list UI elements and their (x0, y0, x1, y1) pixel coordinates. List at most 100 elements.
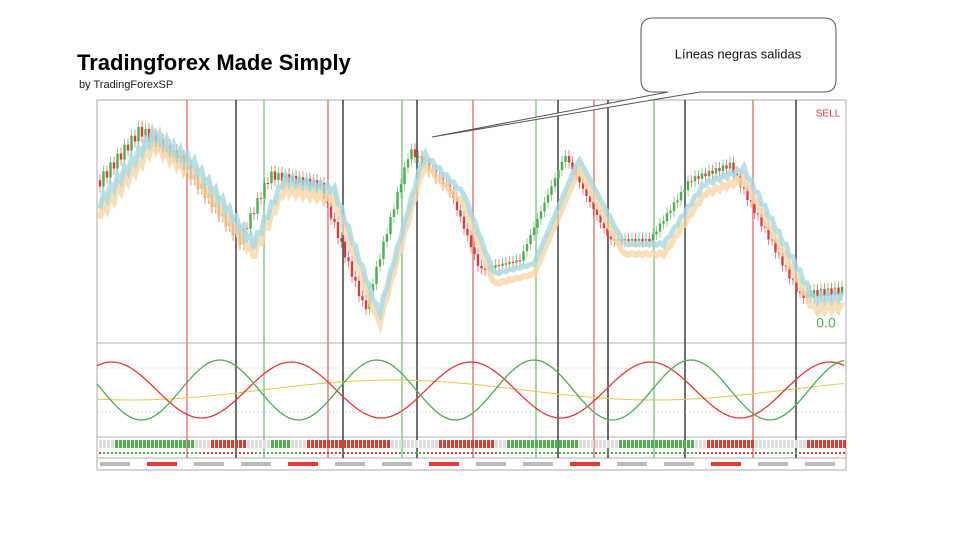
signal-dot (599, 452, 601, 454)
candle (571, 162, 574, 170)
signal-cell (395, 440, 398, 448)
signal-dot (711, 452, 713, 454)
signal-dot (723, 452, 725, 454)
signal-cell (171, 440, 174, 448)
signal-cell (331, 440, 334, 448)
signal-dot (611, 452, 613, 454)
signal-dot (651, 452, 653, 454)
signal-cell (375, 440, 378, 448)
signal-cell (835, 440, 838, 448)
signal-dot (207, 452, 209, 454)
signal-cell (811, 440, 814, 448)
signal-cell (531, 440, 534, 448)
signal-dot (431, 452, 433, 454)
signal-cell (263, 440, 266, 448)
candle (413, 149, 417, 158)
signal-dot (699, 452, 701, 454)
candle (518, 260, 522, 262)
signal-cell (115, 440, 118, 448)
candle (756, 213, 760, 215)
signal-cell (131, 440, 134, 448)
signal-dot (443, 452, 445, 454)
signal-cell (415, 440, 418, 448)
signal-cell (355, 440, 358, 448)
signal-cell (643, 440, 646, 448)
candle (609, 235, 613, 240)
signal-cell (275, 440, 278, 448)
candle (347, 257, 350, 262)
signal-cell (179, 440, 182, 448)
signal-cell (383, 440, 386, 448)
candle (392, 209, 396, 217)
date-tick (100, 462, 130, 466)
signal-cell (443, 440, 446, 448)
candle (564, 156, 567, 162)
signal-dot (579, 452, 581, 454)
candle (378, 259, 382, 267)
signal-cell (427, 440, 430, 448)
signal-cell (399, 440, 402, 448)
chart-frame (96, 99, 847, 471)
signal-dot (463, 452, 465, 454)
signal-dot (439, 452, 441, 454)
signal-dot (491, 452, 493, 454)
candle (830, 288, 833, 296)
candle (270, 171, 273, 184)
signal-cell (723, 440, 726, 448)
signal-cell (231, 440, 234, 448)
signal-dot (839, 452, 841, 454)
signal-cell (371, 440, 374, 448)
signal-dot (571, 452, 573, 454)
signal-cell (583, 440, 586, 448)
signal-dot (383, 452, 385, 454)
signal-cell (783, 440, 786, 448)
signal-dot (487, 452, 489, 454)
signal-dot (675, 452, 677, 454)
candle (679, 191, 683, 201)
signal-dot (643, 452, 645, 454)
date-tick (805, 462, 835, 466)
signal-dot (199, 452, 201, 454)
signal-dot (155, 452, 157, 454)
signal-cell (603, 440, 606, 448)
signal-dot (739, 452, 741, 454)
signal-cell (535, 440, 538, 448)
signal-cell (611, 440, 614, 448)
signal-dot (435, 452, 437, 454)
candle (770, 239, 774, 241)
signal-dot (243, 452, 245, 454)
signal-dot (211, 452, 213, 454)
candle (354, 276, 357, 281)
signal-cell (675, 440, 678, 448)
signal-cell (587, 440, 590, 448)
signal-dot (327, 452, 329, 454)
signal-dot (499, 452, 501, 454)
signal-dot (803, 452, 805, 454)
signal-dot (135, 452, 137, 454)
signal-cell (475, 440, 478, 448)
candle (567, 156, 571, 163)
signal-cell (695, 440, 698, 448)
signal-dot (419, 452, 421, 454)
signal-dot (295, 452, 297, 454)
signal-cell (139, 440, 142, 448)
candle (690, 181, 693, 183)
signal-cell (671, 440, 674, 448)
candle (753, 201, 756, 214)
signal-cell (639, 440, 642, 448)
candle (123, 144, 126, 160)
signal-dot (319, 452, 321, 454)
candle (508, 261, 511, 265)
signal-cell (823, 440, 826, 448)
candle (259, 198, 263, 200)
signal-dot (811, 452, 813, 454)
signal-dot (379, 452, 381, 454)
candle (396, 192, 399, 210)
chart-graphics (96, 100, 846, 466)
candle (662, 221, 665, 224)
candle (795, 278, 798, 292)
signal-dot (831, 452, 833, 454)
signal-dot (467, 452, 469, 454)
signal-dot (763, 452, 765, 454)
signal-cell (287, 440, 290, 448)
